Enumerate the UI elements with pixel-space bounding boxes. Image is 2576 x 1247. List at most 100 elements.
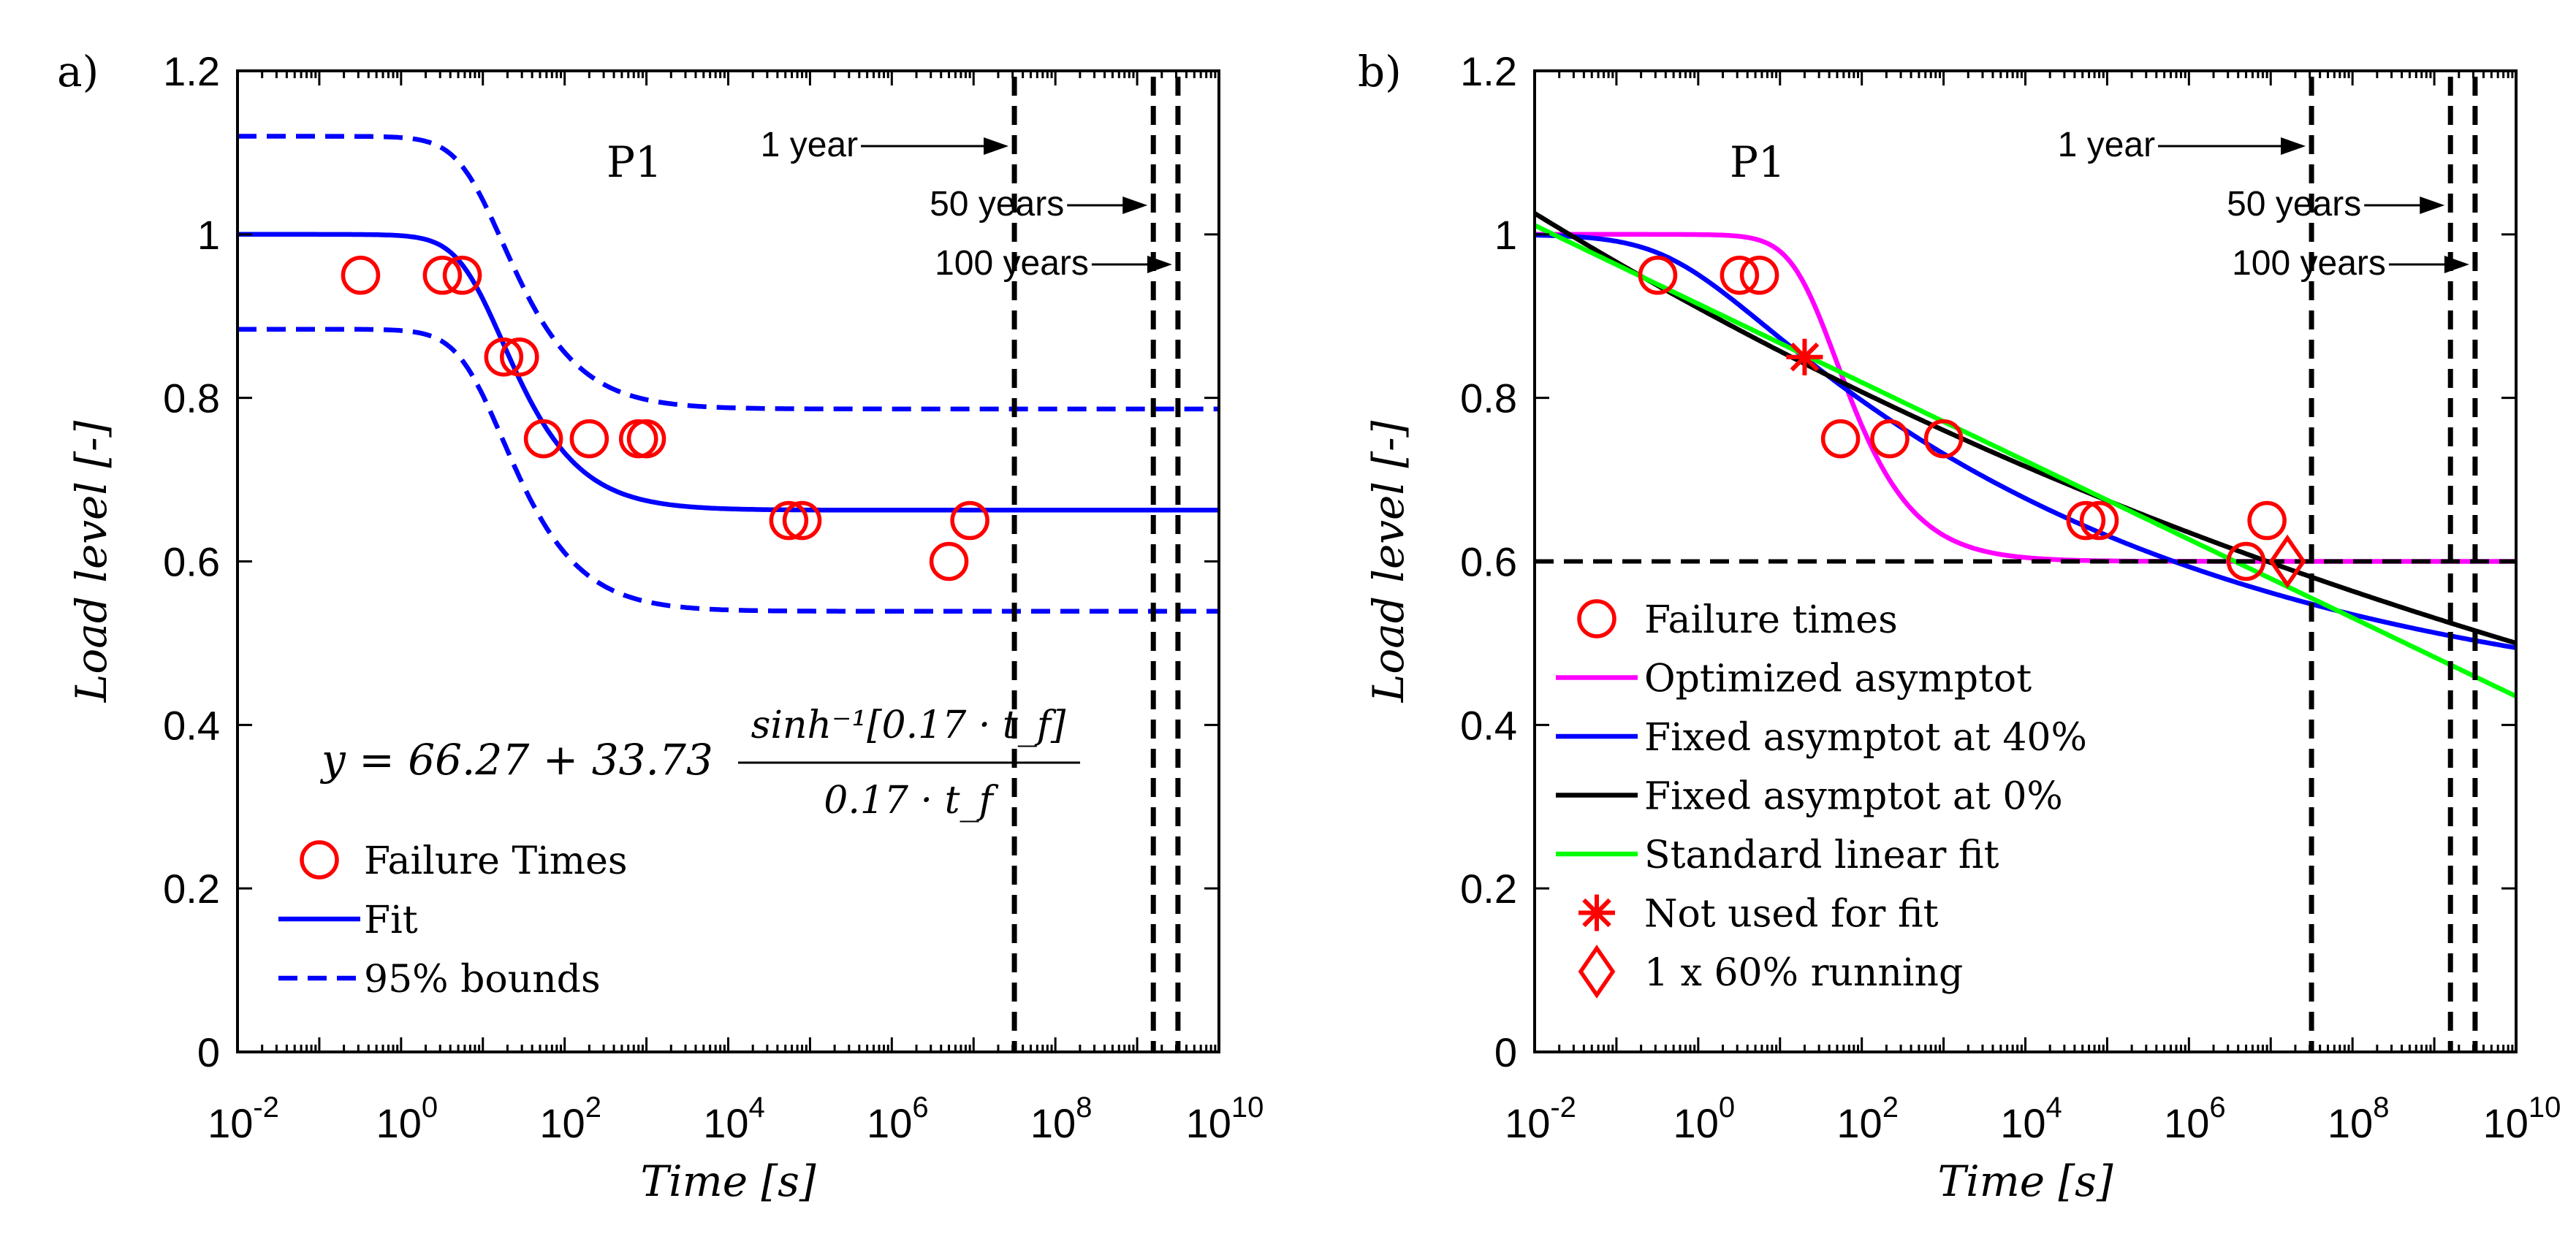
x-tick-exponent: 10	[1231, 1091, 1264, 1124]
legend-label: Fixed asymptot at 40%	[1644, 716, 2087, 760]
legend-label: Failure times	[1644, 598, 1898, 642]
time-marker-arrow-head	[2420, 197, 2445, 214]
x-tick-base: 10	[2164, 1100, 2209, 1146]
x-tick-exponent: 4	[2046, 1091, 2062, 1124]
x-tick-label: 1010	[2483, 1091, 2561, 1146]
x-axis-label: Time [s]	[1937, 1156, 2113, 1206]
data-point	[1638, 256, 1678, 295]
x-tick-base: 10	[1505, 1100, 1550, 1146]
x-tick-label: 102	[1836, 1091, 1899, 1146]
x-tick-base: 10	[208, 1100, 253, 1146]
legend-label: Not used for fit	[1644, 893, 1939, 937]
legend-item: 95% bounds	[278, 958, 601, 1002]
x-tick-exponent: 2	[585, 1091, 601, 1124]
data-point	[782, 500, 822, 541]
data-point	[2066, 500, 2106, 541]
time-marker-label: 1 year	[2058, 126, 2155, 164]
data-point	[950, 500, 989, 541]
data-point	[769, 500, 809, 541]
data-point	[2079, 500, 2119, 541]
x-tick-label: 104	[2000, 1091, 2062, 1146]
x-tick-label: 100	[1673, 1091, 1736, 1146]
data-point	[626, 419, 666, 459]
x-tick-exponent: -2	[253, 1091, 279, 1124]
data-point	[1923, 419, 1964, 459]
x-tick-label: 102	[539, 1091, 601, 1146]
time-marker-arrow-head	[984, 137, 1009, 155]
data-point	[523, 419, 563, 459]
legend-label: Fixed asymptot at 0%	[1644, 775, 2063, 819]
plot-area	[238, 77, 1219, 1052]
y-tick-label: 0	[1494, 1029, 1517, 1075]
x-tick-exponent: 4	[749, 1091, 765, 1124]
ticks	[1533, 69, 2516, 1053]
time-marker-label: 50 years	[930, 185, 1064, 224]
series-text-label: P1	[1730, 137, 1785, 187]
legend: Failure times Optimized asymptot Fixed asy…	[1556, 598, 2087, 999]
asterisk-stroke	[1790, 342, 1820, 372]
y-tick-label: 1.2	[163, 48, 220, 94]
data-point	[500, 337, 539, 377]
time-marker-label: 50 years	[2227, 185, 2361, 224]
plot-area	[1535, 77, 2516, 1052]
series-text-label: P1	[607, 137, 662, 187]
x-tick-label: 108	[1030, 1091, 1093, 1146]
data-point	[569, 419, 609, 459]
legend-item: Fit	[278, 899, 418, 942]
series-line-fixed-asymptot-at-40-	[1535, 232, 2516, 651]
legend-symbol	[1578, 945, 1616, 999]
ticks	[236, 69, 1219, 1053]
y-tick-label: 0.8	[163, 375, 220, 422]
legend-label: 95% bounds	[364, 958, 601, 1002]
y-tick-label: 0.2	[1460, 866, 1517, 912]
y-axis-label: Load level [-]	[67, 420, 116, 703]
data-point	[1820, 419, 1861, 459]
x-tick-base: 10	[1030, 1100, 1076, 1146]
x-tick-exponent: 6	[912, 1091, 928, 1124]
x-tick-label: 10-2	[208, 1091, 279, 1146]
series-not-used-for-fit	[1786, 338, 1823, 375]
y-tick-label: 0	[197, 1029, 220, 1075]
data-point	[2226, 541, 2266, 581]
x-tick-exponent: 0	[1719, 1091, 1735, 1124]
x-tick-base: 10	[867, 1100, 912, 1146]
x-tick-base: 10	[1673, 1100, 1719, 1146]
x-tick-exponent: 2	[1882, 1091, 1899, 1124]
legend-item: Failure times	[1577, 598, 1898, 642]
legend-symbol	[1577, 599, 1616, 638]
x-tick-exponent: 8	[2373, 1091, 2389, 1124]
data-point	[2247, 500, 2287, 541]
time-marker-label: 1 year	[761, 126, 858, 164]
x-tick-label: 104	[703, 1091, 765, 1146]
x-axis-label: Time [s]	[640, 1156, 816, 1206]
y-tick-label: 0.8	[1460, 375, 1517, 422]
legend-item: 1 x 60% running	[1578, 945, 1963, 999]
time-marker-arrow-head	[1122, 197, 1148, 214]
series-line-95-bounds	[238, 134, 1219, 412]
y-tick-label: 0.6	[163, 539, 220, 585]
x-tick-exponent: -2	[1550, 1091, 1576, 1124]
data-point	[1870, 419, 1910, 459]
time-marker-label: 100 years	[935, 244, 1089, 283]
x-tick-exponent: 6	[2209, 1091, 2225, 1124]
panel-label: a)	[57, 47, 99, 96]
time-marker-arrow-head	[2281, 137, 2306, 155]
x-tick-base: 10	[2328, 1100, 2373, 1146]
equation-numerator: sinh⁻¹[0.17 · t_f]	[751, 703, 1066, 747]
y-tick-label: 1	[197, 212, 220, 258]
series-line-optimized-asymptot	[1535, 232, 2516, 564]
series-line-standard-linear-fit	[1535, 223, 2516, 699]
data-point	[1739, 256, 1779, 295]
legend-label: Failure Times	[364, 839, 628, 883]
series-1-x-60-running	[2268, 534, 2306, 589]
y-tick-label: 1	[1494, 212, 1517, 258]
data-point	[422, 256, 463, 295]
legend-label: Fit	[364, 899, 418, 942]
legend-symbol	[1578, 894, 1615, 931]
y-tick-label: 0.6	[1460, 539, 1517, 585]
series-failure-times	[1638, 256, 2287, 581]
time-marker-arrow-head	[2444, 256, 2469, 273]
